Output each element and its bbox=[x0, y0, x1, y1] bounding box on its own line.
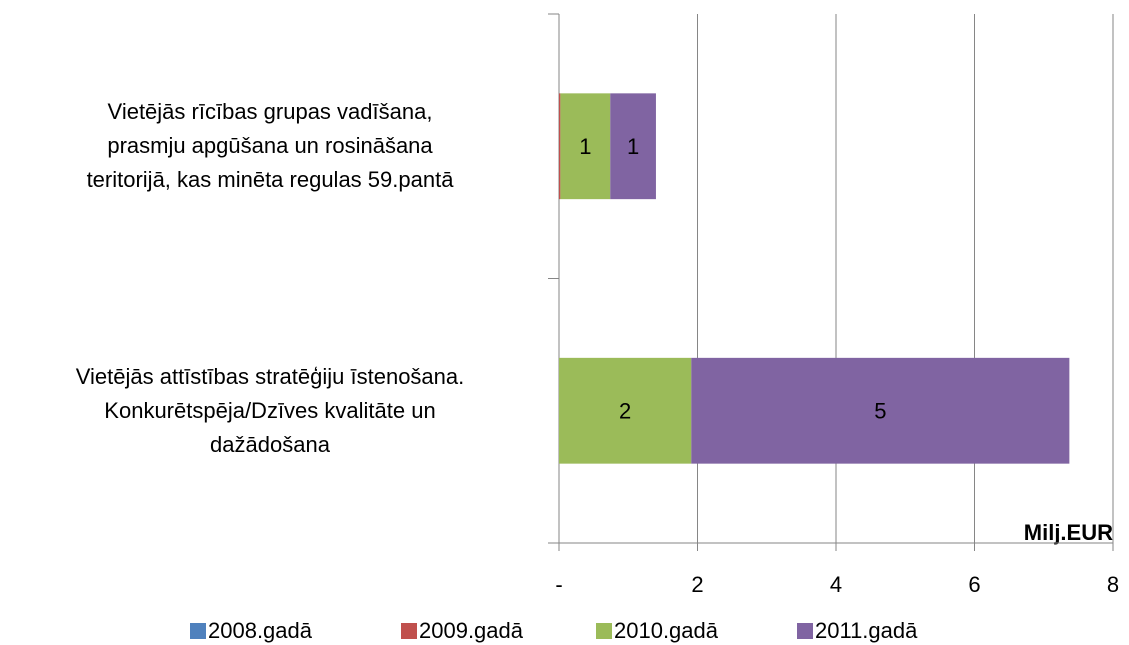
legend-label: 2010.gadā bbox=[614, 618, 719, 643]
x-tick-label: 2 bbox=[691, 572, 703, 597]
x-tick-label: 4 bbox=[830, 572, 842, 597]
data-label: 2 bbox=[619, 399, 631, 424]
x-tick-label: 8 bbox=[1107, 572, 1119, 597]
category-label: Vietējās attīstības stratēģiju īstenošan… bbox=[75, 363, 465, 457]
unit-annotation: Milj.EUR bbox=[1024, 520, 1113, 545]
x-tick-label: 6 bbox=[968, 572, 980, 597]
legend-swatch bbox=[190, 623, 206, 639]
data-label: 1 bbox=[627, 134, 639, 159]
legend-label: 2011.gadā bbox=[815, 618, 918, 643]
legend-swatch bbox=[596, 623, 612, 639]
data-label: 1 bbox=[579, 134, 591, 159]
legend-label: 2009.gadā bbox=[419, 618, 524, 643]
category-label: Vietējās rīcības grupas vadīšana, prasmj… bbox=[86, 99, 454, 193]
legend-label: 2008.gadā bbox=[208, 618, 313, 643]
x-tick-label: - bbox=[555, 572, 562, 597]
legend-swatch bbox=[797, 623, 813, 639]
legend-swatch bbox=[401, 623, 417, 639]
bar-segment bbox=[559, 357, 692, 464]
bar-segment bbox=[559, 93, 561, 200]
data-label: 5 bbox=[874, 399, 886, 424]
bar-segment bbox=[560, 93, 611, 200]
bar-segment bbox=[610, 93, 656, 200]
bar-segment bbox=[691, 357, 1070, 464]
